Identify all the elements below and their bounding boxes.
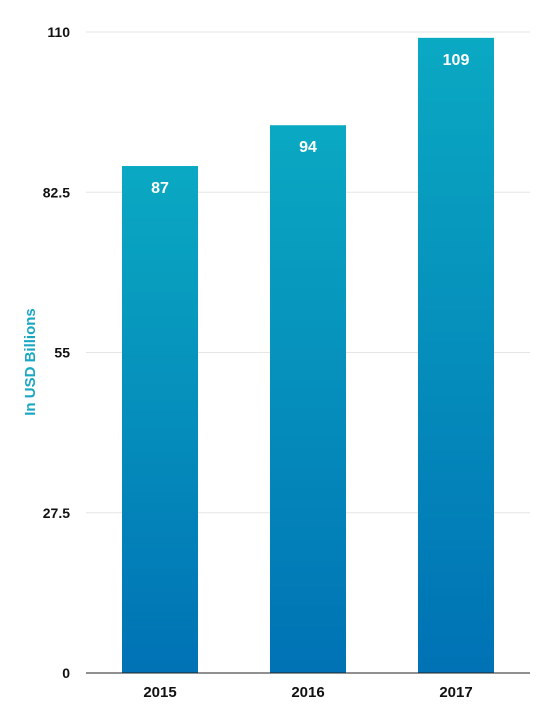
y-tick-label: 55: [54, 345, 70, 361]
x-tick-label: 2015: [143, 684, 176, 701]
x-tick-label: 2016: [291, 684, 324, 701]
data-label: 87: [151, 180, 169, 197]
y-tick-label: 27.5: [43, 505, 70, 521]
bar-2017: [418, 37, 494, 674]
y-axis-ticks: 0 27.5 55 82.5 110: [43, 24, 70, 681]
y-axis-title: In USD Billions: [22, 308, 39, 416]
x-tick-label: 2017: [439, 684, 472, 701]
bar-2016: [270, 125, 346, 673]
y-tick-label: 110: [47, 24, 70, 40]
y-tick-label: 82.5: [43, 184, 70, 200]
bar-2015: [122, 166, 198, 673]
bars: 87 94 109: [122, 37, 494, 674]
data-label: 94: [299, 139, 317, 156]
x-axis: 2015 2016 2017: [86, 672, 530, 701]
data-label: 109: [443, 52, 470, 69]
y-tick-label: 0: [62, 665, 70, 681]
